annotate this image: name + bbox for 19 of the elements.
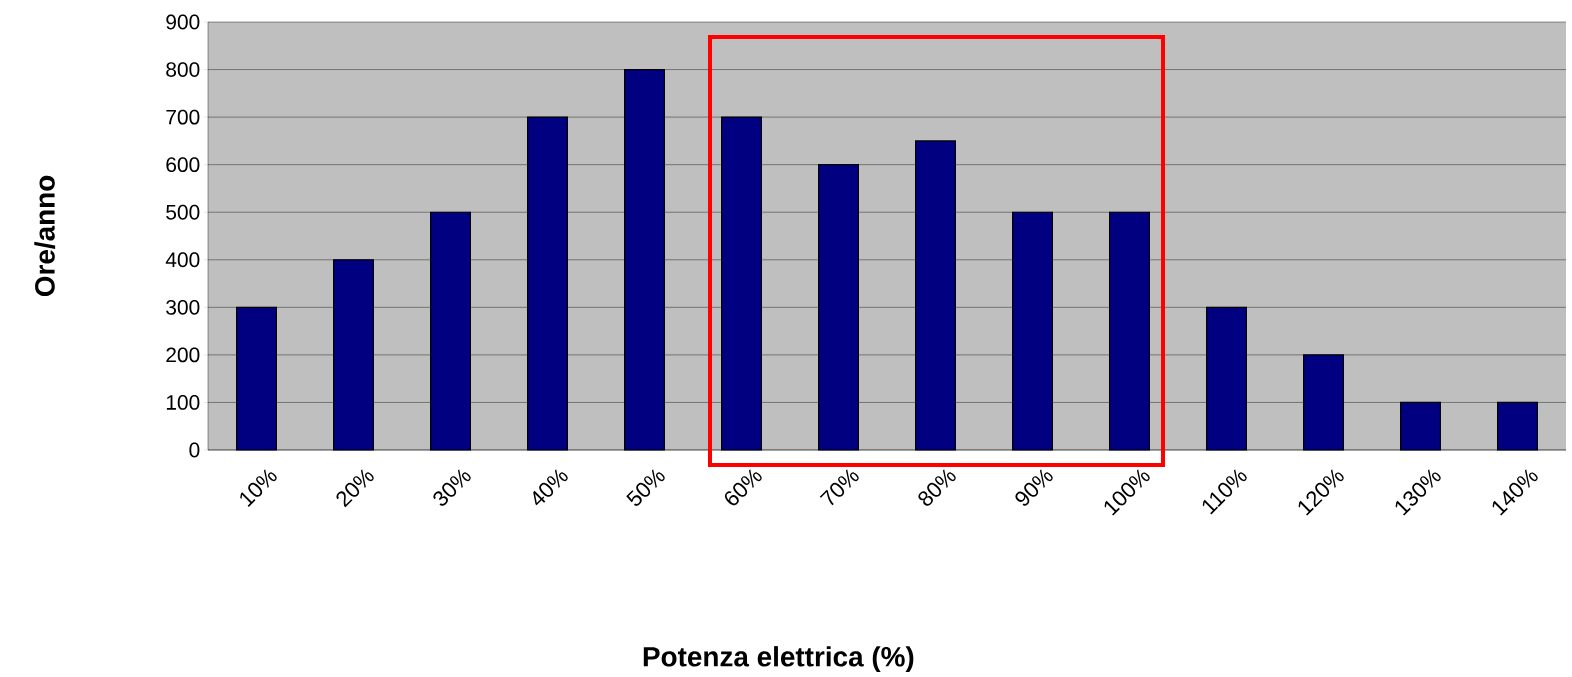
y-tick-label: 200 xyxy=(166,347,200,363)
x-tick-label: 80% xyxy=(918,469,956,506)
y-tick-label: 300 xyxy=(166,299,200,315)
x-tick-label: 60% xyxy=(724,469,762,506)
x-tick-label: 70% xyxy=(819,469,859,506)
x-tick-label: 90% xyxy=(1015,469,1053,506)
x-tick-label: 30% xyxy=(433,469,471,506)
y-tick-label: 400 xyxy=(165,252,200,268)
x-tick-label: 40% xyxy=(533,469,568,506)
y-tick-label: 900 xyxy=(166,14,200,30)
y-tick-label: 100 xyxy=(166,395,200,410)
y-tick-label: 700 xyxy=(166,109,200,125)
y-axis-title: Ore/anno xyxy=(34,175,56,297)
x-tick-label: 50% xyxy=(626,469,665,506)
y-tick-label: 800 xyxy=(166,62,200,77)
y-tick-label: 600 xyxy=(166,157,200,173)
y-tick-label: 0 xyxy=(189,442,200,458)
y-tick-label: 500 xyxy=(166,204,200,220)
x-axis-title: Potenza elettrica (%) xyxy=(643,646,914,673)
